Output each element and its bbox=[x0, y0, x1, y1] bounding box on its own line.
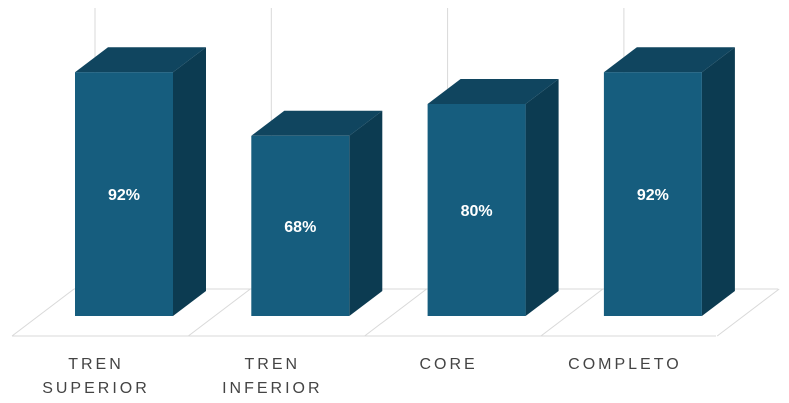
floor-division-line bbox=[187, 288, 251, 337]
category-label-line: COMPLETO bbox=[568, 356, 682, 373]
category-label-line: TREN bbox=[245, 356, 301, 373]
category-label-2: TREN INFERIOR bbox=[222, 356, 322, 397]
floor-division-line bbox=[716, 288, 780, 337]
category-labels: TREN SUPERIOR TREN INFERIOR CORE COMPLETO bbox=[42, 356, 682, 397]
bar-top-face bbox=[603, 47, 735, 73]
floor-division-line bbox=[11, 288, 75, 337]
bar-front-face bbox=[427, 104, 526, 316]
bar-value-label: 92% bbox=[637, 187, 669, 204]
category-label-4: COMPLETO bbox=[568, 356, 682, 373]
bar-3: 80% bbox=[427, 79, 559, 316]
bar-side-face bbox=[349, 110, 383, 316]
bar-front-face bbox=[251, 135, 350, 316]
bar-top-face bbox=[75, 47, 206, 73]
bar-2: 68% bbox=[251, 110, 383, 316]
bar-1: 92% bbox=[75, 47, 206, 316]
floor-division-line bbox=[540, 288, 604, 337]
bar-top-face bbox=[251, 110, 383, 136]
category-label-line: SUPERIOR bbox=[42, 380, 150, 397]
bar-value-label: 80% bbox=[461, 203, 493, 220]
floor-division-line bbox=[364, 288, 427, 337]
bar-value-label: 68% bbox=[284, 219, 316, 236]
bar-4: 92% bbox=[603, 47, 735, 316]
category-label-3: CORE bbox=[419, 356, 477, 373]
bars: 92% 68% 80% 92% bbox=[75, 47, 735, 316]
bar-value-label: 92% bbox=[108, 187, 140, 204]
bar-front-face bbox=[75, 72, 173, 316]
bar-front-face bbox=[603, 72, 702, 316]
category-label-line: CORE bbox=[419, 356, 477, 373]
category-label-line: TREN bbox=[68, 356, 124, 373]
bar-side-face bbox=[173, 47, 206, 316]
category-label-1: TREN SUPERIOR bbox=[42, 356, 150, 397]
category-label-line: INFERIOR bbox=[222, 380, 322, 397]
bar-side-face bbox=[525, 79, 559, 316]
bar-side-face bbox=[701, 47, 735, 316]
bar-top-face bbox=[427, 79, 559, 104]
